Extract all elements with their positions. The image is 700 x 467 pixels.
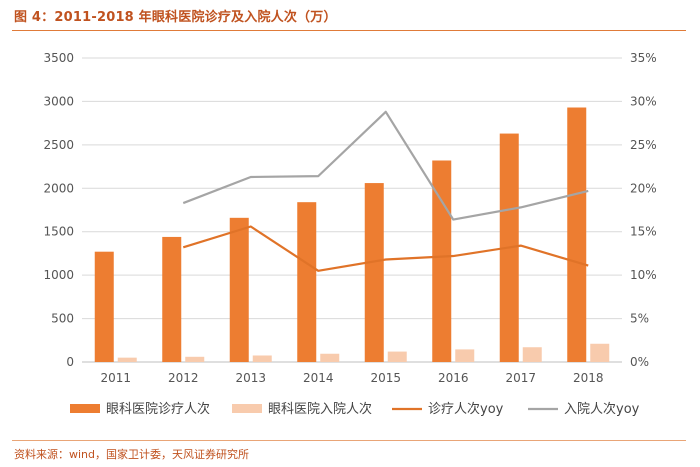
bar-inpatient xyxy=(590,343,610,362)
y-left-tick-label: 2000 xyxy=(43,181,74,195)
source-rule xyxy=(12,440,686,441)
x-tick-label: 2018 xyxy=(573,371,604,385)
y-right-tick-label: 5% xyxy=(630,312,649,326)
y-left-tick-label: 500 xyxy=(51,312,74,326)
x-tick-label: 2012 xyxy=(168,371,199,385)
y-right-tick-label: 15% xyxy=(630,225,657,239)
y-left-tick-label: 1500 xyxy=(43,225,74,239)
x-tick-label: 2016 xyxy=(438,371,469,385)
y-left-tick-label: 2500 xyxy=(43,138,74,152)
x-axis: 2011 2012 2013 2014 2015 2016 2017 2018 xyxy=(100,371,603,385)
bar-outpatient xyxy=(364,183,384,362)
y-right-tick-label: 30% xyxy=(630,94,657,108)
y-right-tick-label: 0% xyxy=(630,355,649,369)
legend-swatch xyxy=(70,404,100,413)
line-outpatient-yoy xyxy=(182,225,589,272)
title-rule xyxy=(12,30,686,31)
bar-inpatient xyxy=(185,356,205,362)
bar-outpatient xyxy=(229,217,249,362)
y-left-tick-label: 1000 xyxy=(43,268,74,282)
y-right-tick-label: 25% xyxy=(630,138,657,152)
bar-inpatient xyxy=(252,355,272,362)
source-note: 资料来源：wind，国家卫计委，天风证券研究所 xyxy=(14,448,250,461)
x-tick-label: 2017 xyxy=(505,371,536,385)
y-right-tick-label: 20% xyxy=(630,181,657,195)
x-tick-label: 2014 xyxy=(303,371,334,385)
y-left-tick-label: 0 xyxy=(66,355,74,369)
line-inpatient-yoy xyxy=(182,110,589,221)
figure-title: 图 4：2011-2018 年眼科医院诊疗及入院人次（万） xyxy=(14,10,337,25)
bar-outpatient xyxy=(567,107,587,362)
x-tick-label: 2011 xyxy=(100,371,131,385)
legend-swatch xyxy=(232,404,262,413)
y-left-axis: 0 500 1000 1500 2000 2500 3000 3500 xyxy=(43,51,74,369)
bar-inpatient xyxy=(387,351,407,362)
y-right-tick-label: 10% xyxy=(630,268,657,282)
bar-inpatient xyxy=(455,349,475,362)
bar-inpatient xyxy=(117,357,137,362)
x-tick-label: 2015 xyxy=(370,371,401,385)
bar-outpatient xyxy=(162,236,182,362)
bar-outpatient xyxy=(297,202,317,362)
bars xyxy=(94,107,610,362)
x-tick-label: 2013 xyxy=(235,371,266,385)
legend-label: 入院人次yoy xyxy=(564,401,640,417)
legend: 眼科医院诊疗人次 眼科医院入院人次 诊疗人次yoy 入院人次yoy xyxy=(70,401,640,417)
y-left-tick-label: 3500 xyxy=(43,51,74,65)
legend-label: 眼科医院入院人次 xyxy=(268,401,372,417)
legend-label: 诊疗人次yoy xyxy=(428,401,504,417)
y-right-tick-label: 35% xyxy=(630,51,657,65)
y-right-axis: 0% 5% 10% 15% 20% 25% 30% 35% xyxy=(630,51,657,369)
bar-outpatient xyxy=(94,251,114,362)
lines xyxy=(182,110,589,272)
bar-inpatient xyxy=(320,353,340,362)
bar-outpatient xyxy=(432,160,452,362)
y-left-tick-label: 3000 xyxy=(43,94,74,108)
bar-inpatient xyxy=(522,347,542,362)
legend-label: 眼科医院诊疗人次 xyxy=(106,401,210,417)
